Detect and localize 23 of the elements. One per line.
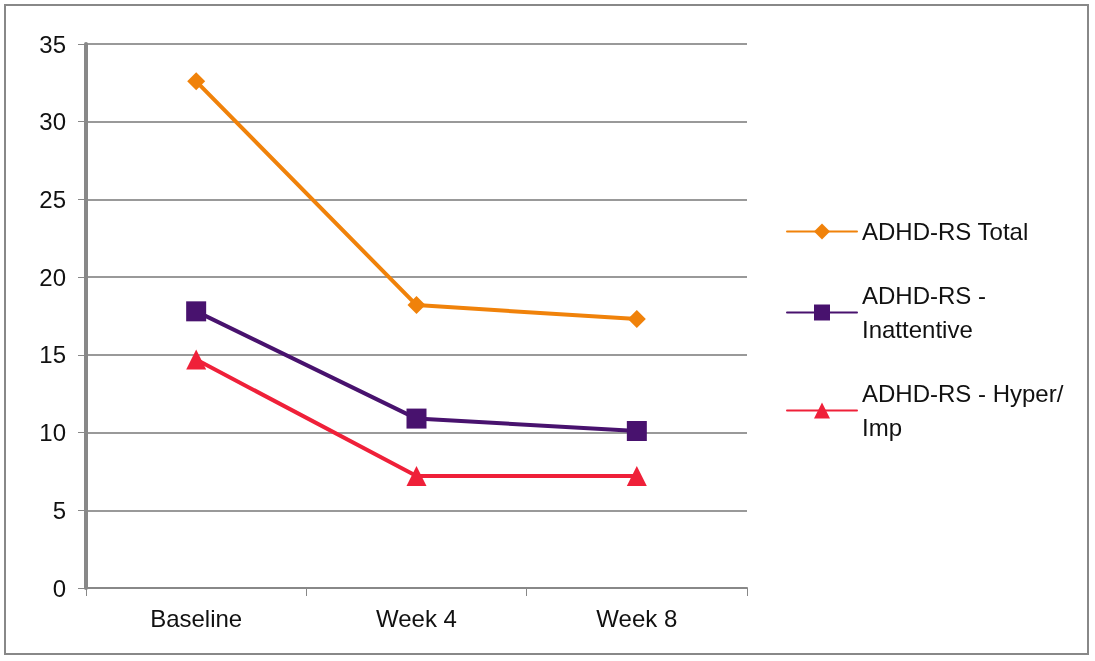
x-tick-label: Baseline <box>150 604 243 632</box>
legend-label: ADHD-RS Total <box>862 218 1029 245</box>
point <box>186 349 207 370</box>
legend-label: ADHD-RS - Hyper/Imp <box>862 380 1064 441</box>
x-tick-label: Week 4 <box>376 604 457 632</box>
y-tick-label: 15 <box>39 341 66 369</box>
y-tick-label: 10 <box>39 419 66 447</box>
point <box>407 296 426 315</box>
y-tick-label: 35 <box>39 30 66 58</box>
legend-label: ADHD-RS - Inattentive <box>862 282 993 343</box>
x-tick-label: Week 8 <box>596 604 678 632</box>
y-tick-label: 20 <box>39 263 66 291</box>
point <box>406 466 427 487</box>
y-tick-label: 25 <box>39 185 66 213</box>
point <box>406 408 427 429</box>
point <box>626 421 647 442</box>
y-tick-label: 0 <box>52 574 66 602</box>
point <box>187 72 206 91</box>
y-tick-label: 30 <box>39 108 66 136</box>
point <box>627 310 646 329</box>
y-tick-label: 5 <box>52 496 66 524</box>
point <box>186 301 207 322</box>
point <box>626 466 647 487</box>
